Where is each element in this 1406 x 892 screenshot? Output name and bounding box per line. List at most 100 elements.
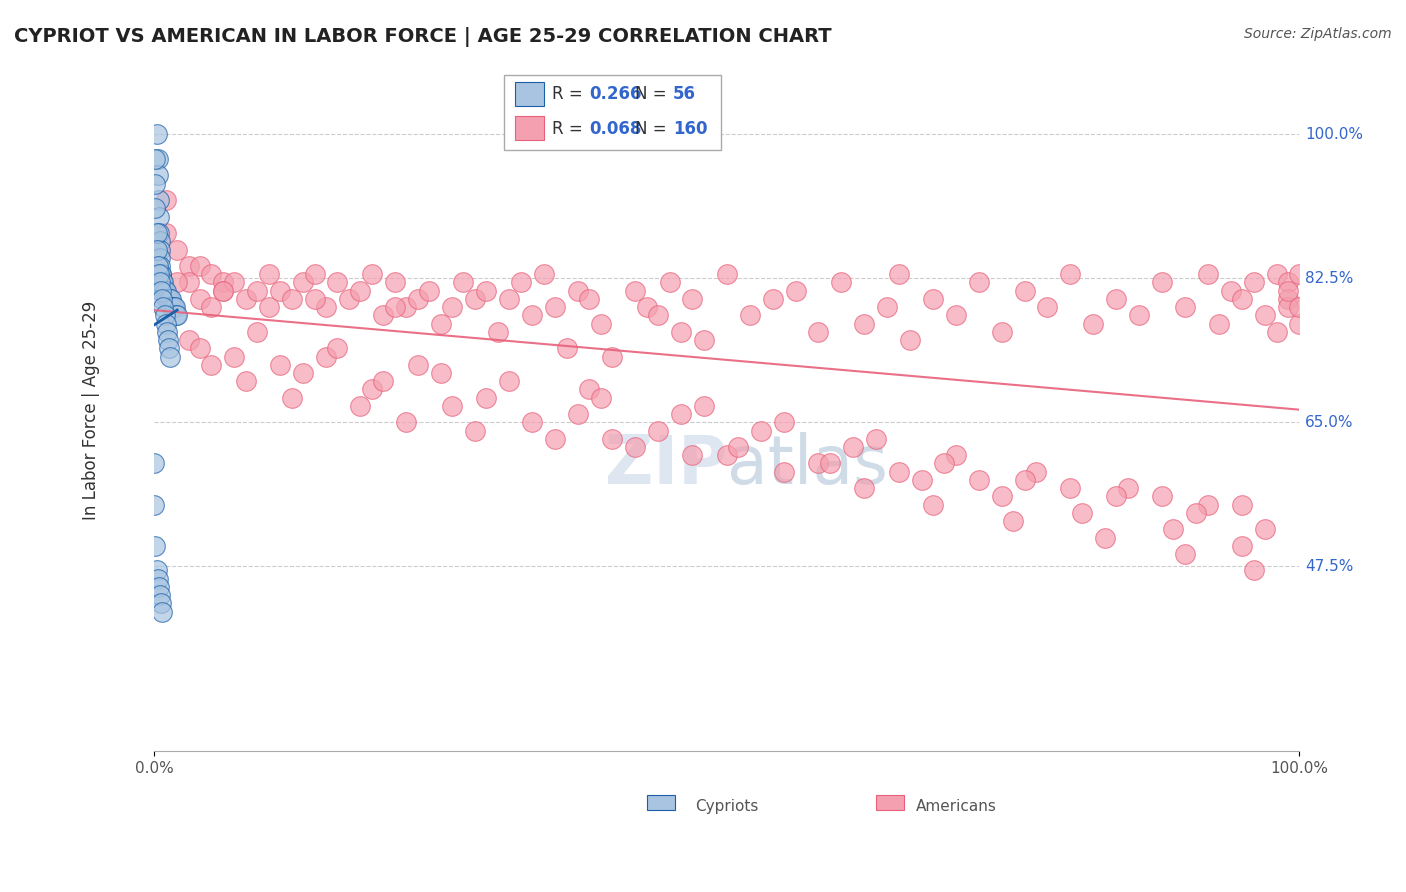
Point — [145, 539, 167, 553]
Point — [1219, 284, 1241, 298]
Point — [155, 317, 177, 331]
Point — [818, 457, 841, 471]
Point — [1277, 300, 1299, 314]
Point — [360, 267, 382, 281]
Point — [1277, 292, 1299, 306]
Point — [159, 292, 181, 306]
Point — [304, 292, 326, 306]
Point — [682, 448, 704, 462]
Point — [373, 374, 395, 388]
Point — [475, 391, 498, 405]
Point — [418, 284, 440, 298]
Point — [922, 292, 945, 306]
Point — [360, 383, 382, 397]
Point — [658, 276, 681, 290]
Point — [1059, 267, 1081, 281]
Text: Americans: Americans — [915, 799, 997, 814]
Point — [1288, 317, 1310, 331]
Point — [887, 465, 910, 479]
Point — [153, 284, 176, 298]
Point — [1163, 522, 1185, 536]
Point — [160, 300, 183, 314]
Point — [1083, 317, 1105, 331]
Point — [578, 383, 600, 397]
Point — [177, 259, 200, 273]
Point — [148, 580, 170, 594]
Point — [150, 276, 173, 290]
Point — [177, 276, 200, 290]
Point — [669, 407, 692, 421]
Point — [464, 292, 486, 306]
Point — [156, 325, 179, 339]
Point — [967, 276, 990, 290]
Point — [235, 292, 257, 306]
Point — [188, 292, 211, 306]
Point — [807, 457, 830, 471]
Point — [166, 243, 188, 257]
Point — [200, 358, 222, 372]
Point — [155, 292, 177, 306]
Point — [166, 309, 188, 323]
Point — [257, 300, 280, 314]
Text: atlas: atlas — [727, 432, 887, 498]
Point — [150, 596, 173, 610]
Point — [163, 300, 186, 314]
Point — [149, 259, 172, 273]
Point — [157, 341, 180, 355]
Point — [693, 333, 716, 347]
Point — [440, 300, 463, 314]
Point — [945, 309, 967, 323]
Point — [156, 333, 179, 347]
Point — [155, 284, 177, 298]
Point — [406, 292, 429, 306]
Text: 56: 56 — [673, 86, 696, 103]
Point — [636, 300, 658, 314]
Point — [1174, 547, 1197, 561]
Point — [280, 391, 302, 405]
Point — [246, 284, 269, 298]
Point — [1230, 539, 1253, 553]
FancyBboxPatch shape — [515, 82, 544, 106]
Point — [1277, 276, 1299, 290]
Point — [315, 300, 337, 314]
Point — [188, 341, 211, 355]
Point — [149, 243, 172, 257]
Point — [898, 333, 921, 347]
Point — [486, 325, 509, 339]
Point — [567, 407, 589, 421]
Point — [146, 152, 169, 166]
Point — [406, 358, 429, 372]
Point — [1208, 317, 1230, 331]
Point — [716, 267, 738, 281]
Point — [910, 473, 932, 487]
Point — [269, 284, 291, 298]
Point — [149, 588, 172, 602]
Point — [326, 341, 349, 355]
Point — [693, 399, 716, 413]
Point — [212, 284, 235, 298]
Point — [727, 440, 749, 454]
Point — [1185, 506, 1208, 520]
Point — [150, 267, 173, 281]
Text: In Labor Force | Age 25-29: In Labor Force | Age 25-29 — [82, 301, 100, 520]
Point — [148, 193, 170, 207]
Point — [544, 300, 567, 314]
Point — [145, 243, 167, 257]
Point — [1197, 267, 1219, 281]
Point — [1288, 300, 1310, 314]
Point — [163, 300, 186, 314]
Point — [440, 399, 463, 413]
Point — [498, 292, 520, 306]
Point — [149, 251, 172, 265]
Point — [166, 276, 188, 290]
Point — [475, 284, 498, 298]
Point — [865, 432, 887, 446]
Point — [1265, 267, 1288, 281]
Point — [157, 292, 180, 306]
Point — [292, 276, 315, 290]
Point — [1243, 564, 1265, 578]
Point — [149, 276, 172, 290]
Point — [567, 284, 589, 298]
Text: Cypriots: Cypriots — [695, 799, 758, 814]
Point — [148, 267, 170, 281]
